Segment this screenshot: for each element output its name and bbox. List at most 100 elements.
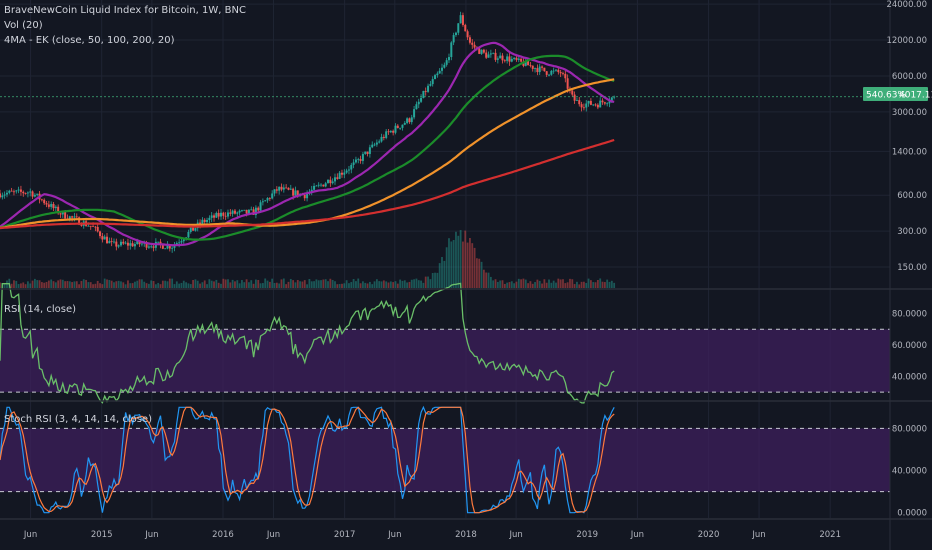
volume-bar (294, 282, 297, 288)
volume-bar (208, 279, 211, 288)
candle-body (68, 216, 71, 220)
volume-bar (73, 281, 76, 288)
chart-legend: BraveNewCoin Liquid Index for Bitcoin, 1… (4, 3, 246, 48)
volume-bar (508, 282, 511, 288)
candle-body (320, 184, 323, 186)
volume-bar (487, 272, 490, 288)
candle-body (431, 79, 434, 85)
candle-body (89, 225, 92, 227)
rsi-band (0, 329, 890, 393)
volume-bar (301, 281, 304, 288)
volume-bar (343, 283, 346, 288)
candle-body (564, 73, 567, 79)
volume-bar (578, 284, 581, 288)
y-axis: 24000.00 12000.00 6000.00 3000.00 1400.00 600… (886, 0, 927, 519)
candle-body (96, 226, 99, 232)
stoch-rsi-label: Stoch RSI (3, 4, 14, 14, close) (4, 414, 152, 425)
date-tick-label: Jun (23, 530, 37, 540)
candle-body (468, 37, 471, 43)
candle-body (457, 23, 460, 33)
date-tick-label: Jun (508, 530, 522, 540)
candle-body (452, 35, 455, 43)
candle-body (480, 49, 483, 54)
volume-bar (66, 281, 69, 288)
volume-bar (192, 280, 194, 288)
volume-bar (271, 278, 274, 288)
volume-bar (161, 280, 164, 288)
candle-body (36, 193, 39, 195)
candle-body (250, 209, 253, 211)
moving-average-line (0, 138, 615, 230)
candle-body (466, 31, 469, 38)
volume-bar (410, 279, 413, 288)
volume-bar (550, 282, 553, 288)
date-tick-label: 2020 (698, 530, 720, 540)
volume-bar (496, 281, 499, 288)
candle-body (103, 236, 106, 240)
volume-bar (15, 280, 18, 288)
volume-bar (275, 282, 278, 288)
volume-bar (215, 279, 218, 288)
rsi-tick-label: 60.0000 (892, 341, 927, 351)
candle-body (473, 44, 476, 48)
volume-bar (331, 279, 334, 288)
candle-body (536, 68, 539, 73)
candle-body (136, 240, 139, 245)
volume-bar (368, 281, 371, 288)
volume-bar (515, 281, 518, 288)
candle-body (238, 210, 241, 213)
candle-body (352, 162, 355, 165)
volume-bar (571, 279, 574, 288)
candle-body (224, 215, 227, 217)
candle-body (594, 104, 597, 106)
volume-bar (122, 282, 125, 288)
volume-bar (548, 279, 550, 288)
volume-bar (250, 280, 253, 288)
volume-bar (224, 279, 227, 288)
candle-body (585, 103, 588, 108)
candle-body (201, 219, 204, 225)
candle-body (529, 65, 532, 67)
candle-body (317, 184, 320, 186)
candle-body (306, 193, 309, 199)
volume-bar (43, 282, 46, 288)
volume-bar (375, 279, 378, 288)
candle-body (478, 47, 481, 54)
candle-body (140, 243, 143, 245)
volume-bar (334, 281, 336, 288)
candle-body (240, 210, 243, 212)
volume-bar (592, 282, 595, 288)
candle-body (575, 100, 578, 101)
candle-body (229, 212, 232, 214)
candle-body (366, 151, 369, 154)
candle-body (566, 78, 569, 89)
candle-body (254, 207, 257, 215)
volume-bar (562, 279, 564, 288)
candle-body (415, 104, 418, 110)
volume-bar (36, 280, 39, 288)
price-badge-price: 4017.11 (899, 91, 932, 101)
candle-body (534, 68, 537, 69)
volume-bar (524, 279, 527, 288)
candle-body (331, 181, 334, 184)
candle-body (389, 130, 392, 133)
stoch-rsi-group (0, 405, 615, 514)
volume-bar (131, 283, 134, 288)
candle-body (133, 244, 136, 247)
candle-body (8, 190, 11, 193)
volume-bar (308, 278, 311, 288)
volume-bar (364, 282, 367, 288)
candle-body (364, 151, 367, 154)
candle-body (5, 192, 8, 195)
volume-bar (313, 281, 315, 288)
date-tick-label: 2017 (334, 530, 356, 540)
rsi-line-group (0, 282, 615, 404)
candle-body (280, 186, 283, 190)
candle-body (596, 104, 599, 108)
rsi-tick-label: 80.0000 (892, 310, 927, 320)
volume-bar (136, 280, 139, 288)
candle-body (271, 193, 274, 199)
volume-bar (482, 269, 485, 288)
candle-body (464, 24, 467, 32)
candle-body (324, 183, 327, 187)
